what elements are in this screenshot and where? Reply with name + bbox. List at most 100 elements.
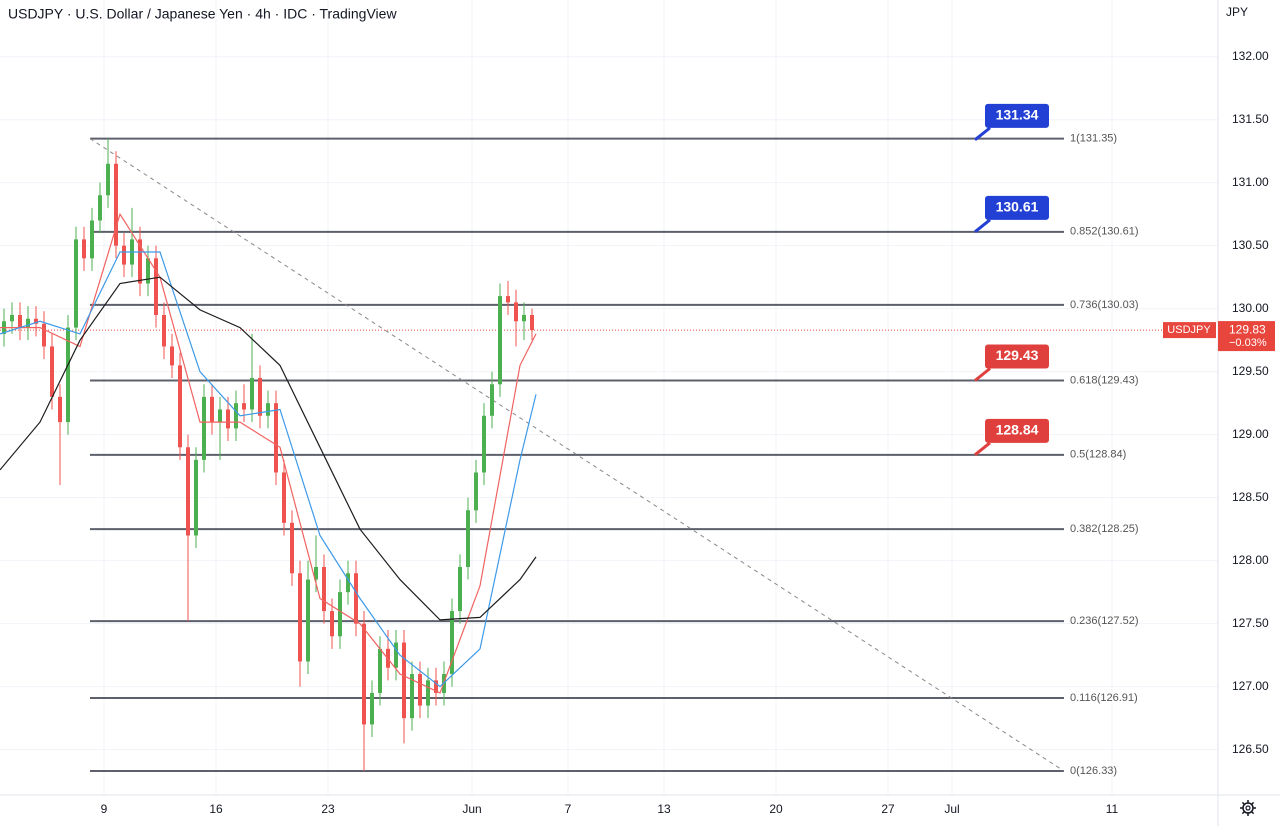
callout-box	[985, 103, 1049, 128]
candle-body	[530, 314, 534, 331]
fib-level-label: 0.5(128.84)	[1070, 449, 1126, 461]
currency-label: JPY	[1226, 5, 1248, 19]
candle-body	[122, 245, 126, 265]
moving-average-line	[0, 251, 537, 688]
candle-body	[266, 403, 270, 416]
price-callout: 130.61	[974, 195, 1049, 233]
fib-level-label: 0.382(128.25)	[1070, 523, 1139, 535]
fib-level-label: 0.236(127.52)	[1070, 615, 1139, 627]
callout-label: 131.34	[996, 107, 1039, 123]
candle-body	[370, 692, 374, 725]
candle-body	[458, 566, 462, 612]
y-tick-label: 131.50	[1232, 112, 1269, 126]
last-price-label: 129.83	[1229, 322, 1266, 336]
candle-body	[378, 648, 382, 693]
candle-body	[234, 403, 238, 429]
last-price-tag	[1218, 321, 1275, 352]
y-tick-label: 128.50	[1232, 490, 1269, 504]
candle-body	[194, 459, 198, 536]
moving-average-line	[0, 212, 537, 694]
y-tick-label: 131.00	[1232, 175, 1269, 189]
price-callout: 129.43	[974, 344, 1049, 382]
candle-body	[162, 314, 166, 347]
candle-body	[506, 296, 510, 303]
fib-level-label: 1(131.35)	[1070, 132, 1117, 144]
settings-button[interactable]	[1240, 800, 1256, 816]
price-callout: 128.84	[974, 418, 1049, 456]
symbol-tag	[1163, 322, 1216, 339]
candle-body	[226, 409, 230, 429]
candle-body	[474, 472, 478, 511]
callout-label: 129.43	[996, 347, 1039, 363]
candle-body	[434, 680, 438, 693]
candle-body	[26, 318, 30, 328]
price-change-label: −0.03%	[1229, 337, 1267, 349]
callout-label: 128.84	[996, 422, 1039, 438]
callout-pointer	[974, 126, 991, 142]
candle-body	[354, 573, 358, 624]
candle-body	[178, 365, 182, 448]
candle-body	[274, 403, 278, 473]
candle-body	[82, 239, 86, 259]
x-tick-label: 23	[321, 802, 335, 816]
candle-body	[66, 327, 70, 423]
candle-body	[314, 566, 318, 580]
callout-box	[985, 418, 1049, 443]
y-tick-label: 127.00	[1232, 679, 1269, 693]
callout-box	[985, 195, 1049, 220]
candle-body	[410, 674, 414, 719]
candle-body	[466, 510, 470, 567]
candle-body	[482, 415, 486, 473]
candle-body	[106, 163, 110, 196]
candle-body	[290, 522, 294, 574]
symbol-tag-label: USDJPY	[1167, 324, 1211, 336]
y-tick-label: 132.00	[1232, 49, 1269, 63]
fib-level-label: 0.618(129.43)	[1070, 374, 1139, 386]
x-tick-label: 16	[209, 802, 223, 816]
candle-body	[282, 472, 286, 523]
candle-body	[42, 323, 46, 347]
candle-body	[418, 674, 422, 706]
candle-body	[362, 623, 366, 725]
candle-body	[514, 302, 518, 322]
candle-body	[330, 611, 334, 637]
x-tick-label: 13	[657, 802, 671, 816]
fib-level-label: 0.116(126.91)	[1070, 692, 1138, 704]
candle-body	[18, 314, 22, 328]
y-tick-label: 130.00	[1232, 301, 1269, 315]
candle-body	[170, 346, 174, 366]
candle-body	[490, 384, 494, 416]
candle-body	[258, 377, 262, 416]
candle-body	[298, 573, 302, 662]
chart-title: USDJPY · U.S. Dollar / Japanese Yen · 4h…	[8, 6, 397, 22]
candle-body	[114, 163, 118, 246]
candle-body	[338, 592, 342, 637]
candle-body	[186, 447, 190, 536]
candle-body	[322, 566, 326, 612]
x-tick-label: Jul	[944, 802, 959, 816]
candle-body	[98, 195, 102, 221]
callout-pointer	[974, 441, 991, 456]
candle-body	[210, 396, 214, 423]
x-tick-label: 27	[881, 802, 895, 816]
plot-area: 1(131.35) 0.852(130.61) 0.736(130.03) 0.618…	[0, 103, 1218, 777]
y-tick-label: 129.50	[1232, 364, 1269, 378]
callout-box	[985, 344, 1049, 369]
candle-body	[10, 314, 14, 322]
candle-body	[346, 573, 350, 593]
price-callout: 131.34	[974, 103, 1049, 142]
candle-body	[50, 346, 54, 397]
x-tick-label: Jun	[462, 802, 481, 816]
candle-body	[202, 396, 206, 460]
callout-pointer	[974, 218, 991, 233]
candle-body	[522, 314, 526, 322]
candle-body	[498, 296, 502, 385]
candle-body	[250, 377, 254, 410]
y-tick-label: 129.00	[1232, 427, 1269, 441]
fib-level-label: 0.852(130.61)	[1070, 226, 1139, 238]
axes: 126.50 127.00 127.50 128.00 128.50 129.00 129.…	[101, 49, 1275, 816]
fib-level-label: 0(126.33)	[1070, 765, 1117, 777]
moving-average-line	[0, 276, 537, 621]
